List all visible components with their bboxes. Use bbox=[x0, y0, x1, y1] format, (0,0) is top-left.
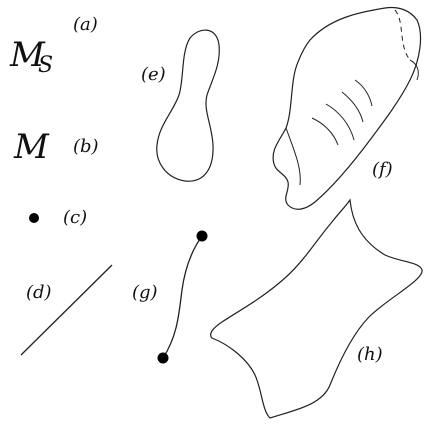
surface-hatch-1 bbox=[326, 104, 354, 140]
label-h: (h) bbox=[357, 344, 383, 365]
surface-hatch-4 bbox=[355, 80, 372, 106]
label-g: (g) bbox=[132, 282, 158, 303]
surface-fold bbox=[286, 128, 300, 185]
label-f: (f) bbox=[372, 159, 393, 180]
label-b: (b) bbox=[73, 136, 99, 157]
closed-curve bbox=[157, 30, 220, 181]
surface-hatch-3 bbox=[342, 92, 363, 122]
figure-h: (h) bbox=[211, 200, 422, 418]
symbol-m: M bbox=[13, 127, 50, 167]
figure-d: (d) bbox=[21, 265, 112, 355]
surface-hatch-2 bbox=[312, 118, 338, 145]
point-dot bbox=[29, 213, 39, 223]
arc-endpoint-bottom bbox=[158, 353, 169, 364]
region-outline bbox=[211, 200, 422, 418]
figure-a: M S (a) bbox=[9, 14, 98, 78]
label-d: (d) bbox=[26, 282, 52, 303]
surface-dashed-edge bbox=[395, 10, 410, 60]
label-e: (e) bbox=[141, 64, 166, 85]
label-a: (a) bbox=[73, 14, 98, 35]
label-c: (c) bbox=[63, 207, 87, 228]
arc-curve bbox=[163, 236, 202, 358]
figure-c: (c) bbox=[29, 207, 87, 228]
straight-line bbox=[21, 265, 112, 355]
arc-endpoint-top bbox=[197, 231, 208, 242]
symbol-s-subscript: S bbox=[38, 53, 53, 78]
figure-g: (g) bbox=[132, 231, 208, 364]
figure-f: (f) bbox=[273, 8, 420, 210]
figure-e: (e) bbox=[141, 30, 219, 181]
figure-b: M (b) bbox=[13, 127, 99, 167]
surface-outline bbox=[273, 8, 420, 210]
